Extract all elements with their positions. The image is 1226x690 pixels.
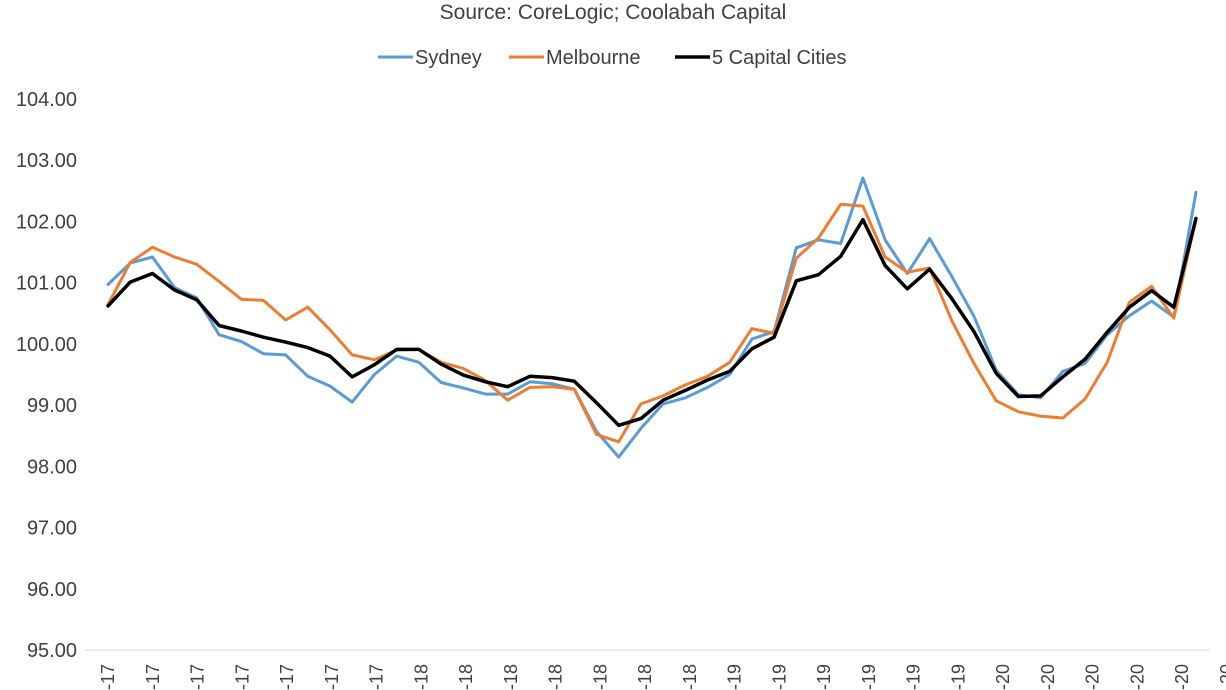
y-tick-label: 102.00 [16, 211, 77, 233]
x-tick-label: -17 [143, 664, 163, 690]
x-tick-label: -17 [322, 664, 342, 690]
x-tick-label: -17 [98, 664, 118, 690]
x-tick-label: -18 [411, 664, 431, 690]
y-tick-label: 101.00 [16, 273, 77, 295]
x-tick-label: -18 [546, 664, 566, 690]
y-tick-label: 99.00 [27, 395, 77, 417]
y-tick-label: 98.00 [27, 456, 77, 478]
x-tick-label: -17 [367, 664, 387, 690]
legend-label-melbourne: Melbourne [546, 47, 641, 69]
y-tick-label: 103.00 [16, 150, 77, 172]
x-tick-label: -19 [904, 664, 924, 690]
x-tick-label: -19 [769, 664, 789, 690]
x-tick-label: -20 [1217, 664, 1226, 690]
y-axis: 95.00 96.00 97.00 98.00 99.00 100.00 101.00 102… [16, 89, 77, 662]
x-tick-label: -18 [501, 664, 521, 690]
x-tick-label: -20 [1172, 664, 1192, 690]
y-tick-label: 104.00 [16, 89, 77, 111]
x-tick-label: -17 [188, 664, 208, 690]
x-tick-label: -18 [680, 664, 700, 690]
legend: Sydney Melbourne 5 Capital Cities [378, 47, 847, 69]
x-tick-label: -19 [725, 664, 745, 690]
x-tick-label: -18 [590, 664, 610, 690]
y-tick-label: 100.00 [16, 334, 77, 356]
x-tick-label: -19 [948, 664, 968, 690]
plot-area [106, 176, 1198, 459]
x-axis: -17 -17 -17 -17 -17 -17 -17 -18 -18 -18 -18 -18 -18 -… [98, 664, 1226, 690]
x-tick-label: -19 [814, 664, 834, 690]
legend-label-sydney: Sydney [415, 47, 482, 69]
x-tick-label: -19 [859, 664, 879, 690]
y-tick-label: 97.00 [27, 518, 77, 540]
x-tick-label: -18 [456, 664, 476, 690]
legend-label-5-capital-cities: 5 Capital Cities [712, 47, 847, 69]
x-tick-label: -17 [232, 664, 252, 690]
y-tick-label: 95.00 [27, 640, 77, 662]
chart-title: Source: CoreLogic; Coolabah Capital [440, 1, 787, 24]
y-tick-label: 96.00 [27, 579, 77, 601]
x-tick-label: -20 [993, 664, 1013, 690]
x-tick-label: -17 [277, 664, 297, 690]
x-tick-label: -20 [1083, 664, 1103, 690]
series-line-5-capital-cities [106, 216, 1198, 428]
x-tick-label: -20 [1127, 664, 1147, 690]
series-line-melbourne [106, 202, 1198, 444]
x-tick-label: -20 [1038, 664, 1058, 690]
x-tick-label: -18 [635, 664, 655, 690]
